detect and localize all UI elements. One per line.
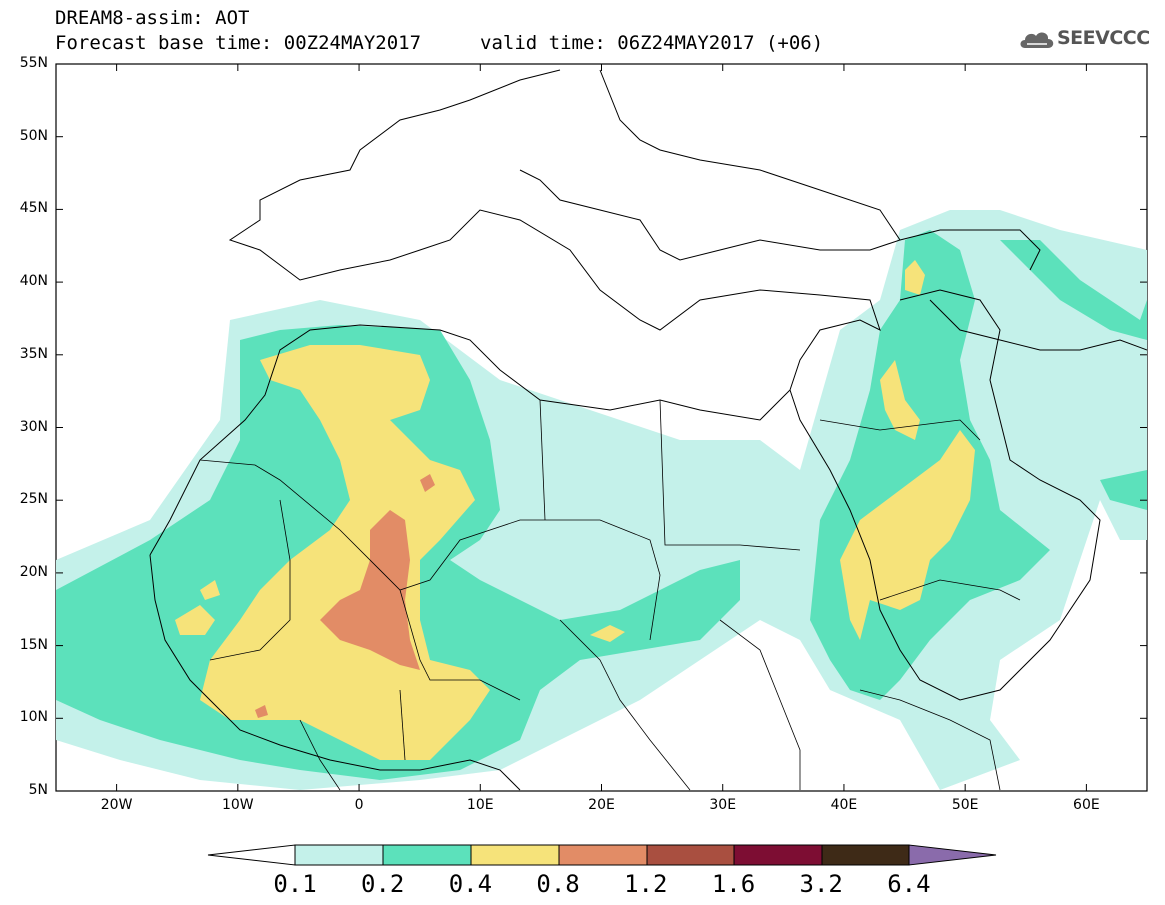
lon-label-50E: 50E — [951, 797, 979, 813]
colorbar-low-arrow — [207, 844, 296, 866]
colorbar-bin-3 — [470, 844, 560, 866]
colorbar-label-0.8: 0.8 — [536, 870, 580, 898]
lat-label-15N: 15N — [19, 636, 48, 653]
country-borders — [199, 399, 1021, 791]
valid-time: valid time: 06Z24MAY2017 (+06) — [480, 32, 824, 54]
colorbar-bin-7 — [821, 844, 910, 866]
colorbar-bin-6 — [733, 844, 823, 866]
lat-label-55N: 55N — [19, 55, 48, 71]
aot-contour-0.4 — [175, 260, 975, 760]
colorbar-bin-2 — [382, 844, 472, 866]
lat-label-10N: 10N — [19, 709, 48, 726]
colorbar-label-3.2: 3.2 — [799, 870, 843, 898]
coastlines — [149, 69, 1147, 791]
colorbar-label-1.6: 1.6 — [711, 870, 756, 898]
cloud-logo-icon — [1020, 32, 1054, 48]
lon-label-30E: 30E — [709, 797, 737, 813]
aot-contour-0.8 — [255, 474, 435, 718]
lat-label-45N: 45N — [19, 200, 48, 217]
lon-label-0: 0 — [354, 797, 364, 813]
lon-label-20W: 20W — [100, 797, 133, 813]
lat-label-50N: 50N — [19, 127, 48, 144]
lon-label-10W: 10W — [221, 797, 254, 813]
lat-label-35N: 35N — [19, 345, 48, 362]
colorbar-label-0.1: 0.1 — [273, 870, 317, 898]
title-line-1: DREAM8-assim: AOT — [55, 7, 250, 29]
lon-label-10E: 10E — [466, 797, 494, 813]
lat-label-5N: 5N — [28, 782, 48, 798]
title-line-2: Forecast base time: 00Z24MAY2017 — [55, 32, 422, 54]
colorbar-label-0.2: 0.2 — [361, 870, 405, 898]
lat-label-40N: 40N — [19, 273, 48, 290]
colorbar-label-1.2: 1.2 — [624, 870, 668, 898]
map-ticks — [56, 63, 1147, 792]
lat-label-25N: 25N — [19, 491, 48, 508]
colorbar-high-arrow — [908, 844, 997, 866]
lat-label-20N: 20N — [19, 563, 48, 580]
colorbar-bin-5 — [646, 844, 735, 866]
colorbar — [207, 844, 997, 866]
lat-label-30N: 30N — [19, 418, 48, 435]
colorbar-bin-1 — [294, 844, 384, 866]
lon-label-60E: 60E — [1073, 797, 1100, 813]
colorbar-label-0.4: 0.4 — [448, 870, 493, 898]
colorbar-label-6.4: 6.4 — [887, 870, 931, 898]
colorbar-bin-4 — [558, 844, 648, 866]
lon-label-20E: 20E — [588, 797, 615, 813]
lon-label-40E: 40E — [830, 797, 858, 813]
logo-text: SEEVCCC — [1057, 27, 1150, 49]
